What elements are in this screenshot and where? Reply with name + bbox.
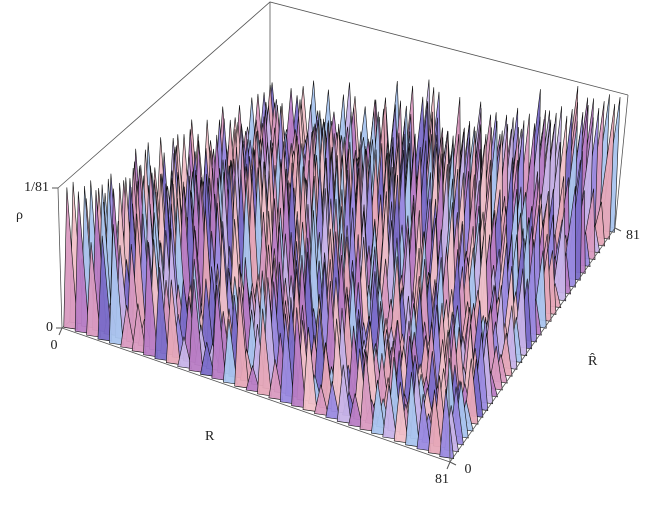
surface-spike [416, 393, 432, 452]
surface-spike [222, 318, 238, 385]
surface-spike [86, 242, 101, 338]
x-axis-label: R [205, 429, 215, 444]
y-tick [614, 227, 622, 232]
surface [63, 79, 621, 459]
y-tick [449, 461, 457, 466]
surface-spike [279, 313, 295, 405]
x-tick [58, 327, 63, 336]
surface-spike [257, 308, 272, 397]
surface-spike [325, 381, 341, 420]
surface-spike [302, 327, 318, 412]
surface-spike [348, 393, 363, 428]
box-edge [57, 187, 63, 329]
x-tick-label: 0 [51, 338, 58, 353]
surface-spike [211, 285, 227, 381]
surface-spike [120, 305, 136, 350]
surface-spike [405, 371, 420, 448]
z-tick-label: 1/81 [24, 180, 49, 195]
surface-spike [371, 379, 386, 436]
surface-spike [143, 240, 158, 358]
surface-spike [359, 351, 375, 432]
box-front [61, 94, 629, 463]
surface-spike [109, 224, 124, 346]
surface-spike [382, 383, 398, 440]
y-tick-label: 0 [465, 462, 472, 477]
surface-spike [200, 341, 215, 377]
surface-spike [393, 381, 409, 444]
y-tick-label: 81 [626, 228, 640, 243]
surface-spike [428, 389, 443, 456]
y-axis-label: R̂ [588, 352, 598, 369]
surface-spike [245, 364, 261, 393]
surface-spike [234, 286, 249, 389]
box-edge [447, 329, 451, 463]
surface-spike [314, 384, 329, 416]
surface-spike [268, 359, 284, 401]
z-axis-label: ρ [16, 208, 23, 223]
surface-spike [63, 187, 79, 330]
surface-spike [188, 279, 204, 373]
surface-spike [131, 303, 147, 354]
x-tick [446, 461, 451, 470]
surface-spike [336, 364, 352, 424]
surface-spike [97, 235, 113, 342]
surface-spike [74, 191, 90, 334]
surface-spike [154, 267, 170, 362]
surface-spike [291, 307, 306, 409]
z-tick-label: 0 [46, 320, 53, 335]
x-tick-label: 81 [435, 472, 449, 487]
surface-spike [165, 279, 181, 365]
surface-spike [177, 336, 193, 369]
